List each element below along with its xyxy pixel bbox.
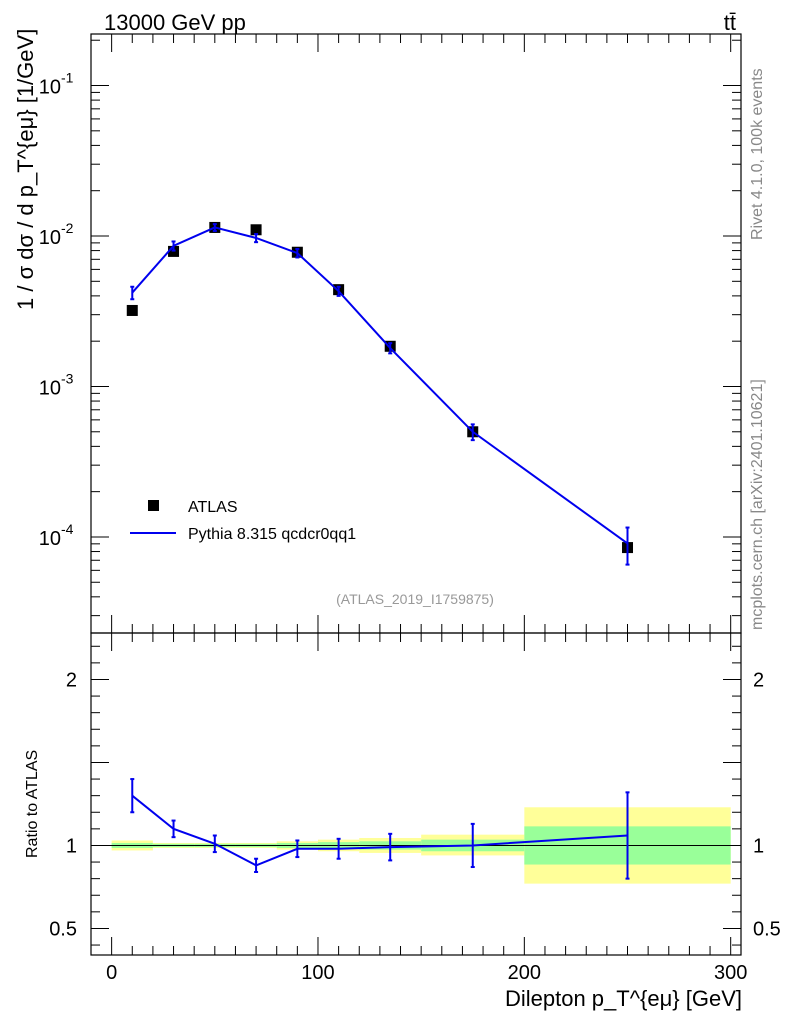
ratio-y-tick-label: 0.5 xyxy=(49,918,77,940)
mcplots-label: mcplots.cern.ch [arXiv:2401.10621] xyxy=(749,379,766,630)
ratio-frame xyxy=(90,632,742,956)
legend-mc-label: Pythia 8.315 qcdcr0qq1 xyxy=(188,526,356,543)
main-y-tick-label: 10 xyxy=(39,77,61,99)
x-tick-label: 300 xyxy=(714,962,747,984)
x-axis-title: Dilepton p_T^{eμ} [GeV] xyxy=(505,986,742,1011)
main-y-axis-title-text: 1 / σ dσ / d p_T^{eμ} [1/GeV] xyxy=(13,29,38,310)
main-y-tick-label: 10 xyxy=(39,227,61,249)
ratio-y-tick-label-right: 0.5 xyxy=(753,918,781,940)
main-y-tick-label: 10 xyxy=(39,528,61,550)
ratio-y-tick-label-right: 2 xyxy=(753,669,764,691)
mc-line xyxy=(131,226,629,545)
data-point xyxy=(250,224,262,236)
x-tick-label: 0 xyxy=(106,962,117,984)
analysis-id-label: (ATLAS_2019_I1759875) xyxy=(336,591,494,607)
legend: ATLAS Pythia 8.315 qcdcr0qq1 xyxy=(130,499,356,543)
main-y-tick-exponent: -4 xyxy=(61,521,74,537)
ratio-panel-axes: 0 100 200 300 0.5 0.5 1 1 2 2 xyxy=(49,632,781,984)
main-y-tick-exponent: -2 xyxy=(61,220,74,236)
ratio-y-axis-title: Ratio to ATLAS xyxy=(24,750,41,858)
ratio-y-tick-label: 2 xyxy=(66,669,77,691)
main-y-tick-exponent: -3 xyxy=(61,370,74,386)
main-y-axis-title: 1 / σ dσ / d p_T^{eμ} [1/GeV] xyxy=(13,29,38,310)
main-panel-marks xyxy=(126,221,634,566)
process-label: tt̄ xyxy=(724,10,736,35)
main-y-tick-exponent: -1 xyxy=(61,70,74,86)
ratio-panel-marks xyxy=(130,778,630,880)
x-tick-label: 100 xyxy=(301,962,334,984)
main-panel-axes: 10-410-310-210-1 xyxy=(39,33,742,634)
x-tick-label: 200 xyxy=(508,962,541,984)
main-frame xyxy=(90,33,742,634)
legend-data-label: ATLAS xyxy=(188,499,238,516)
ratio-y-axis-title-text: Ratio to ATLAS xyxy=(24,750,41,858)
data-point xyxy=(126,304,138,316)
main-y-tick-label: 10 xyxy=(39,377,61,399)
rivet-version-label: Rivet 4.1.0, 100k events xyxy=(749,68,766,240)
energy-label: 13000 GeV pp xyxy=(104,10,246,35)
legend-data-marker xyxy=(148,500,159,511)
ratio-y-tick-label: 1 xyxy=(66,835,77,857)
ratio-y-tick-label-right: 1 xyxy=(753,835,764,857)
